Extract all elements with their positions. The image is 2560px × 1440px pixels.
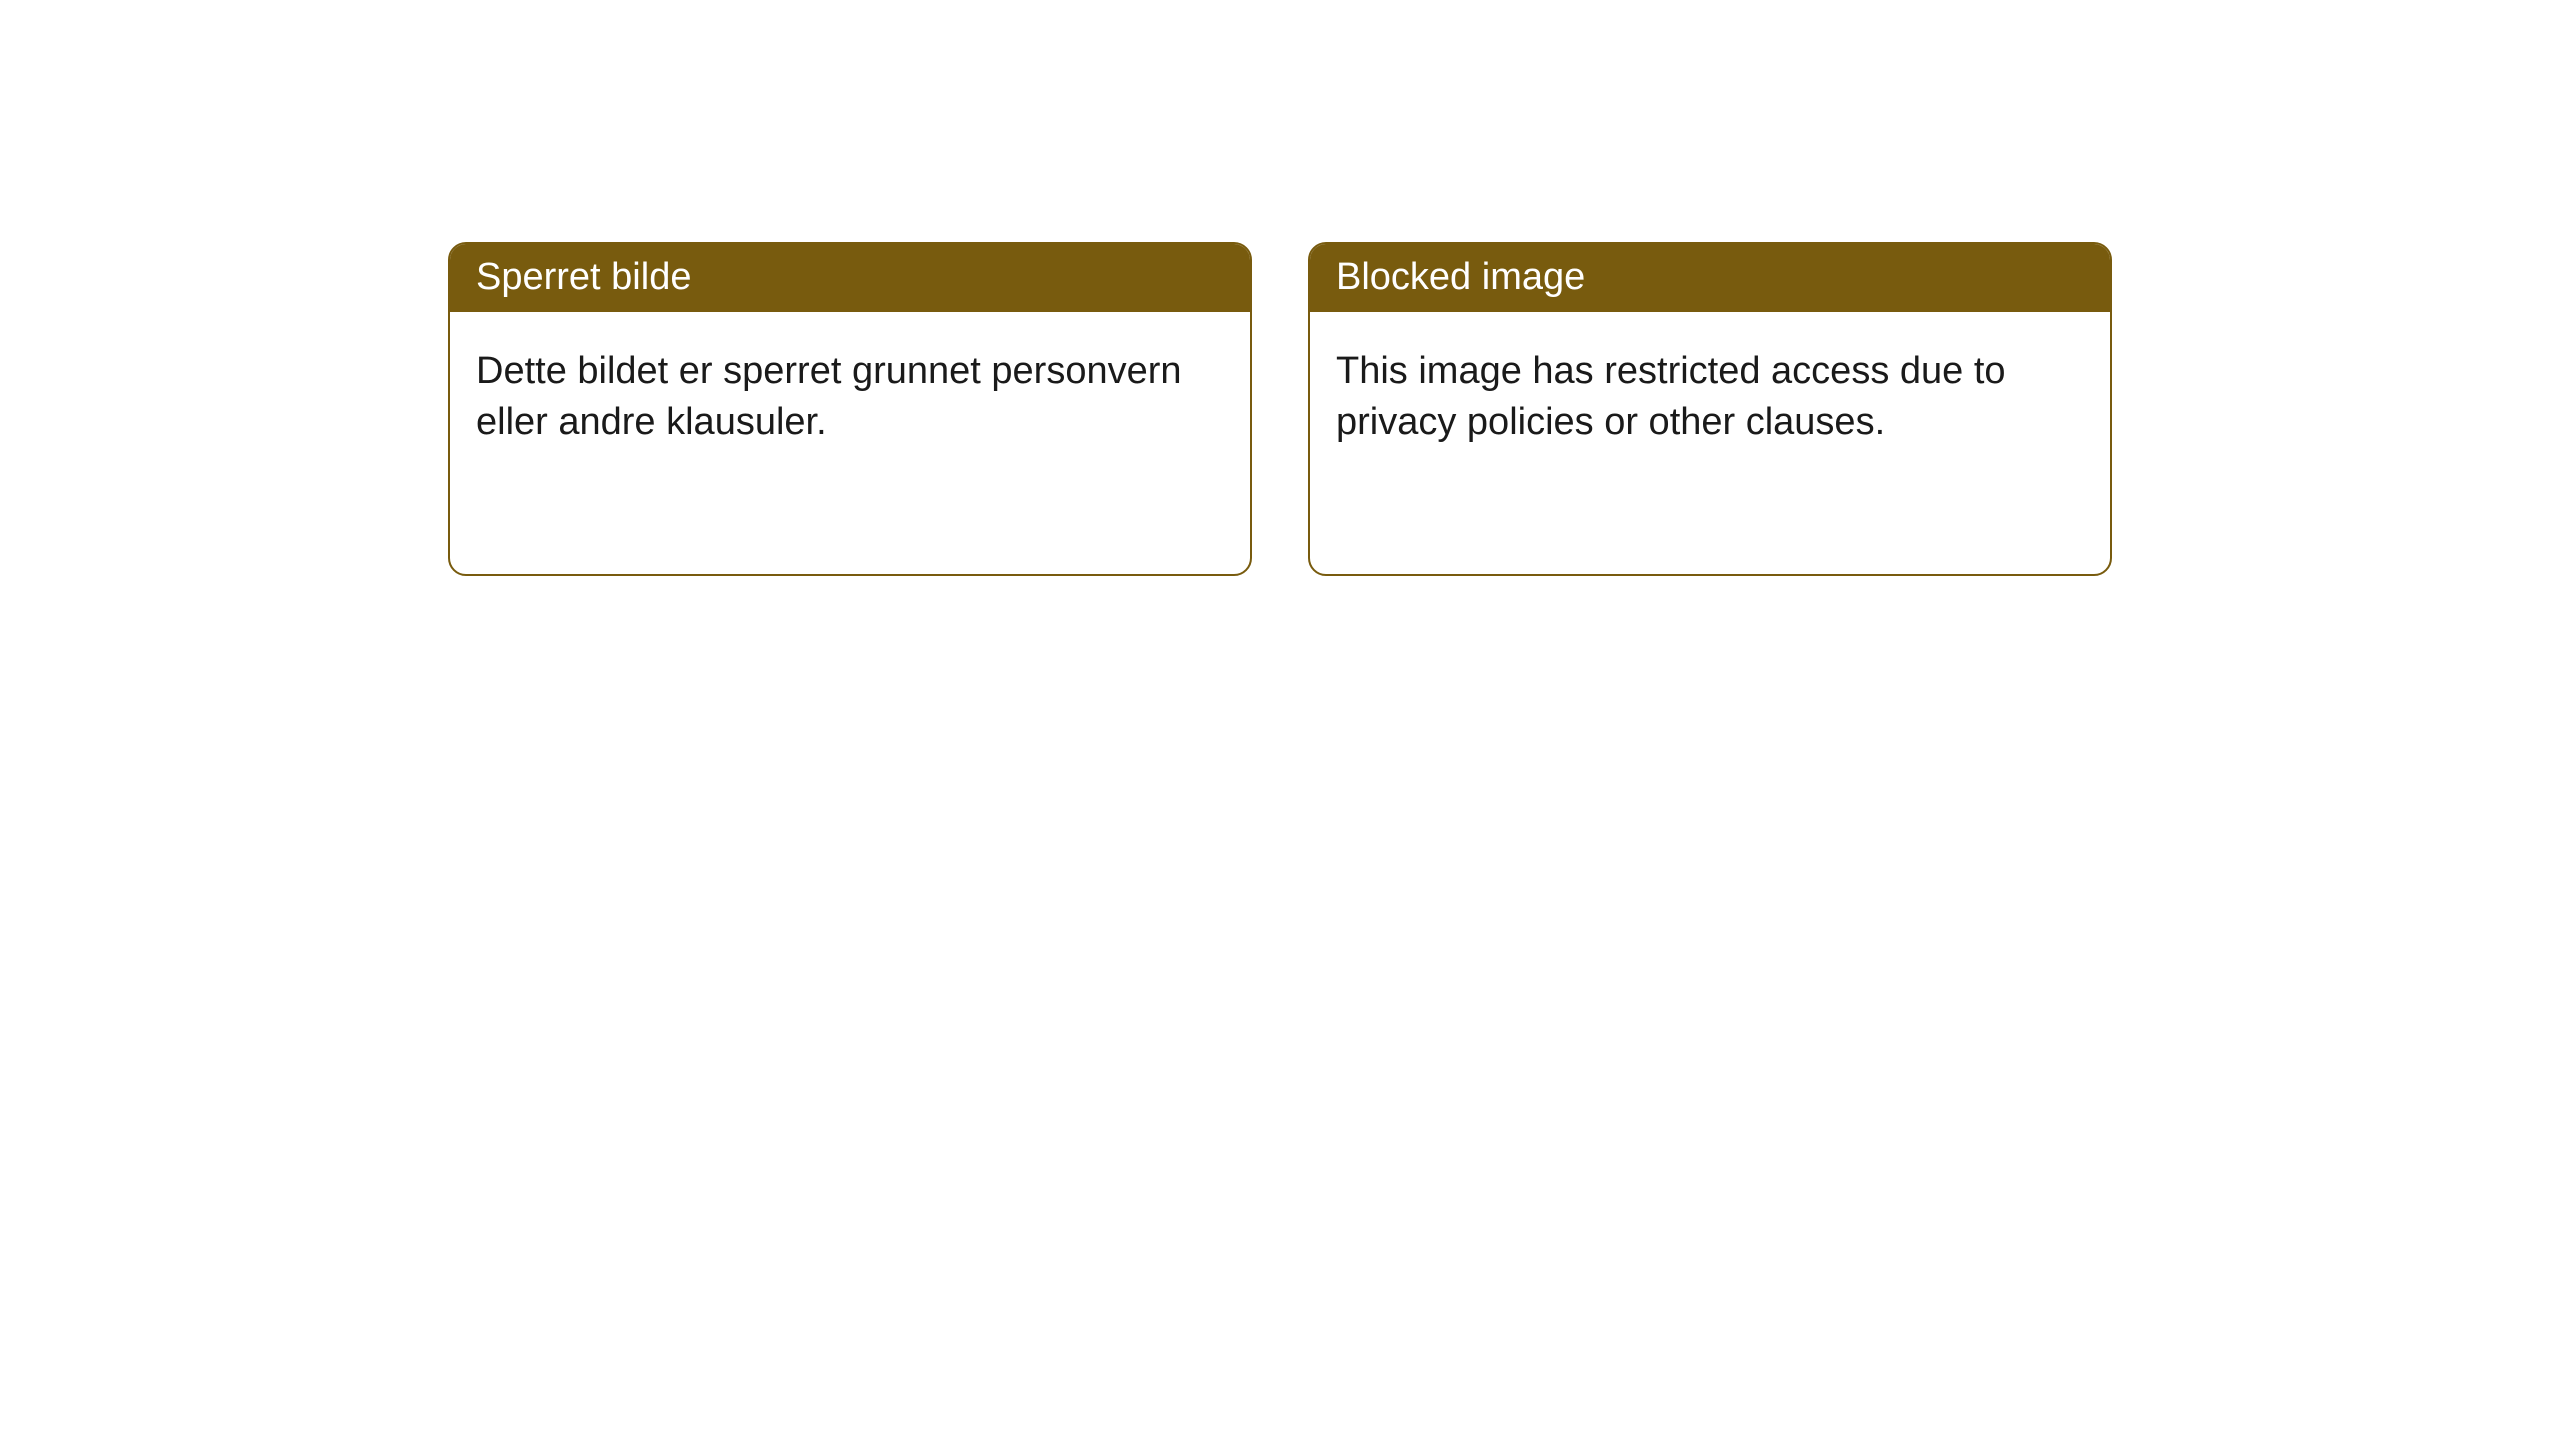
notice-container: Sperret bilde Dette bildet er sperret gr… xyxy=(0,0,2560,576)
notice-body-english: This image has restricted access due to … xyxy=(1310,312,2110,475)
notice-title-norwegian: Sperret bilde xyxy=(450,244,1250,312)
notice-card-norwegian: Sperret bilde Dette bildet er sperret gr… xyxy=(448,242,1252,576)
notice-card-english: Blocked image This image has restricted … xyxy=(1308,242,2112,576)
notice-title-english: Blocked image xyxy=(1310,244,2110,312)
notice-body-norwegian: Dette bildet er sperret grunnet personve… xyxy=(450,312,1250,475)
